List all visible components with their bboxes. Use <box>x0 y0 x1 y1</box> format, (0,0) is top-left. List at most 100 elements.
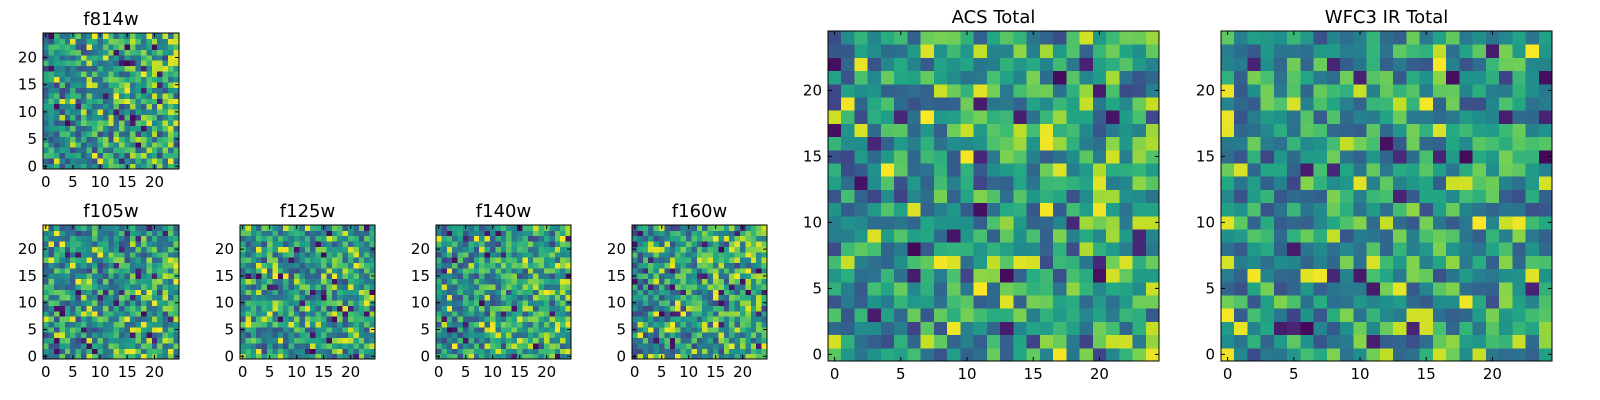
heatmap-cell <box>119 316 126 322</box>
x-tick-label: 10 <box>957 365 976 383</box>
heatmap-cell <box>511 337 518 344</box>
heatmap-cell <box>240 332 246 339</box>
heatmap-cell <box>637 278 644 285</box>
heatmap-cell <box>1287 149 1301 164</box>
heatmap-cell <box>500 348 507 355</box>
heatmap-cell <box>97 342 104 349</box>
heatmap-cell <box>1119 176 1134 190</box>
heatmap-cell <box>1406 321 1421 336</box>
heatmap-cell <box>554 241 561 247</box>
heatmap-cell <box>506 305 513 312</box>
heatmap-cell <box>473 246 480 253</box>
heatmap-cell <box>53 120 60 126</box>
heatmap-cell <box>1300 229 1315 243</box>
heatmap-cell <box>135 125 142 132</box>
heatmap-cell <box>554 283 561 290</box>
heatmap-cell <box>86 60 93 67</box>
heatmap-cell <box>1432 215 1447 230</box>
heatmap-cell <box>828 163 842 177</box>
heatmap-cell <box>740 273 746 280</box>
heatmap-cell <box>675 294 682 301</box>
heatmap-cell <box>1300 57 1315 72</box>
heatmap-cell <box>538 305 545 312</box>
heatmap-cell <box>696 321 703 328</box>
heatmap-cell <box>288 316 295 322</box>
heatmap-cell <box>81 87 88 94</box>
heatmap-cell <box>533 273 540 280</box>
heatmap-cell <box>1026 97 1041 111</box>
heatmap-cell <box>162 262 169 269</box>
heatmap-cell <box>479 316 486 322</box>
heatmap-cell <box>691 262 698 269</box>
heatmap-cell <box>97 43 104 50</box>
heatmap-cell <box>1459 31 1474 45</box>
heatmap-cell <box>70 87 77 94</box>
heatmap-cell <box>960 255 975 270</box>
heatmap-cell <box>1106 295 1120 309</box>
heatmap-cell <box>1106 163 1120 177</box>
heatmap-cell <box>718 251 725 258</box>
heatmap-cell <box>1525 308 1540 322</box>
heatmap-cell <box>1512 149 1527 164</box>
heatmap-cell <box>81 300 88 306</box>
heatmap-cell <box>463 316 469 322</box>
heatmap-cell <box>756 332 763 339</box>
heatmap-cell <box>880 176 895 190</box>
heatmap-cell <box>119 141 126 148</box>
heatmap-cell <box>1419 31 1434 45</box>
heatmap-cell <box>1066 255 1081 270</box>
heatmap-cell <box>490 273 496 280</box>
heatmap-cell <box>702 257 709 264</box>
heatmap-cell <box>696 251 703 258</box>
heatmap-cell <box>659 230 665 237</box>
heatmap-cell <box>102 246 109 253</box>
heatmap-cell <box>1119 123 1134 138</box>
heatmap-cell <box>369 267 376 274</box>
heatmap-cell <box>1313 295 1328 309</box>
heatmap-cell <box>463 262 469 269</box>
heatmap-cell <box>59 54 66 61</box>
heatmap-cell <box>130 60 136 67</box>
heatmap-cell <box>130 283 136 290</box>
heatmap-cell <box>1053 281 1067 296</box>
heatmap-cell <box>907 215 922 230</box>
heatmap-cell <box>277 337 284 344</box>
heatmap-cell <box>468 262 475 269</box>
heatmap-cell <box>1287 308 1301 322</box>
heatmap-cell <box>1393 163 1407 177</box>
heatmap-cell <box>261 246 268 253</box>
y-tick-label: 5 <box>616 321 626 339</box>
heatmap-cell <box>718 294 725 301</box>
heatmap-cell <box>157 43 164 50</box>
heatmap-cell <box>659 273 665 280</box>
heatmap-cell <box>1013 44 1028 58</box>
heatmap-cell <box>157 342 164 349</box>
heatmap-cell <box>1512 281 1527 296</box>
heatmap-cell <box>554 230 561 237</box>
heatmap-cell <box>124 98 131 105</box>
heatmap-cell <box>653 326 660 333</box>
heatmap-cell <box>70 321 77 328</box>
heatmap-cell <box>686 230 692 237</box>
heatmap-cell <box>452 289 459 296</box>
heatmap-cell <box>933 97 948 111</box>
heatmap-cell <box>446 300 453 306</box>
heatmap-cell <box>691 316 698 322</box>
heatmap-cell <box>173 289 180 296</box>
heatmap-cell <box>53 114 60 121</box>
heatmap-cell <box>1313 136 1328 151</box>
heatmap-cell <box>130 251 136 258</box>
heatmap-cell <box>637 305 644 312</box>
heatmap-cell <box>75 158 82 165</box>
heatmap-cell <box>173 71 180 78</box>
heatmap-cell <box>1260 70 1275 85</box>
heatmap-cell <box>1432 163 1447 177</box>
heatmap-cell <box>544 230 550 237</box>
heatmap-cell <box>506 225 513 231</box>
heatmap-cell <box>1013 149 1028 164</box>
heatmap-cell <box>151 120 158 126</box>
heatmap-cell <box>113 241 120 247</box>
heatmap-cell <box>315 337 322 344</box>
heatmap-cell <box>446 225 453 231</box>
heatmap-cell <box>256 289 263 296</box>
